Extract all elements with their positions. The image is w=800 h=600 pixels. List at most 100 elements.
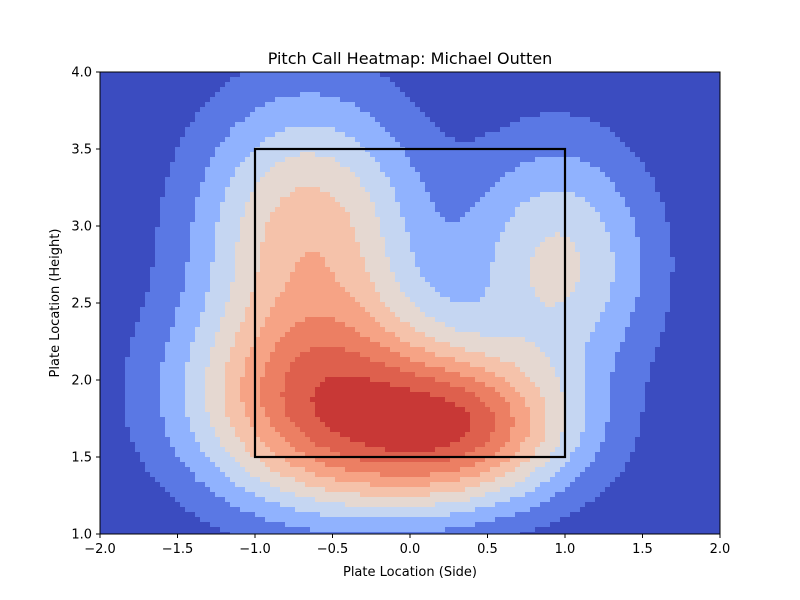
heatmap-cell <box>115 97 121 103</box>
heatmap-cell <box>310 182 316 188</box>
heatmap-cell <box>550 122 556 128</box>
heatmap-cell <box>360 92 366 98</box>
heatmap-cell <box>345 152 351 158</box>
heatmap-cell <box>715 217 720 223</box>
heatmap-cell <box>495 252 501 258</box>
heatmap-cell <box>105 267 111 273</box>
heatmap-cell <box>710 157 716 163</box>
heatmap-cell <box>185 202 191 208</box>
heatmap-cell <box>300 237 306 243</box>
heatmap-cell <box>325 97 331 103</box>
heatmap-cell <box>570 222 576 228</box>
heatmap-cell <box>595 237 601 243</box>
heatmap-cell <box>235 202 241 208</box>
heatmap-cell <box>155 82 161 88</box>
heatmap-cell <box>710 187 716 193</box>
heatmap-cell <box>560 142 566 148</box>
heatmap-cell <box>560 102 566 108</box>
heatmap-cell <box>680 262 686 268</box>
heatmap-cell <box>375 92 381 98</box>
heatmap-cell <box>365 257 371 263</box>
heatmap-cell <box>325 212 331 218</box>
heatmap-cell <box>415 202 421 208</box>
heatmap-cell <box>235 167 241 173</box>
heatmap-cell <box>180 87 186 93</box>
heatmap-cell <box>665 132 671 138</box>
heatmap-cell <box>625 237 631 243</box>
heatmap-cell <box>110 182 116 188</box>
heatmap-cell <box>700 142 706 148</box>
heatmap-cell <box>455 72 461 78</box>
heatmap-cell <box>110 177 116 183</box>
heatmap-cell <box>490 257 496 263</box>
heatmap-cell <box>265 92 271 98</box>
heatmap-cell <box>415 222 421 228</box>
heatmap-cell <box>460 132 466 138</box>
heatmap-cell <box>135 192 141 198</box>
heatmap-cell <box>135 237 141 243</box>
heatmap-cell <box>125 77 131 83</box>
heatmap-cell <box>210 77 216 83</box>
heatmap-cell <box>300 212 306 218</box>
heatmap-cell <box>210 107 216 113</box>
heatmap-cell <box>300 247 306 253</box>
heatmap-cell <box>300 82 306 88</box>
heatmap-cell <box>280 82 286 88</box>
heatmap-cell <box>170 187 176 193</box>
heatmap-cell <box>165 92 171 98</box>
heatmap-cell <box>155 112 161 118</box>
heatmap-cell <box>440 92 446 98</box>
heatmap-cell <box>310 97 316 103</box>
heatmap-cell <box>420 162 426 168</box>
heatmap-cell <box>125 162 131 168</box>
heatmap-cell <box>470 182 476 188</box>
heatmap-cell <box>240 232 246 238</box>
heatmap-cell <box>420 252 426 258</box>
heatmap-cell <box>565 182 571 188</box>
heatmap-cell <box>395 127 401 133</box>
heatmap-cell <box>495 232 501 238</box>
heatmap-cell <box>140 217 146 223</box>
heatmap-cell <box>325 227 331 233</box>
heatmap-cell <box>585 217 591 223</box>
heatmap-cell <box>715 212 720 218</box>
heatmap-cell <box>245 142 251 148</box>
heatmap-cell <box>455 182 461 188</box>
heatmap-cell <box>650 262 656 268</box>
heatmap-cell <box>605 202 611 208</box>
heatmap-cell <box>415 87 421 93</box>
heatmap-cell <box>480 177 486 183</box>
heatmap-cell <box>215 117 221 123</box>
heatmap-cell <box>520 212 526 218</box>
heatmap-cell <box>705 202 711 208</box>
heatmap-cell <box>210 112 216 118</box>
heatmap-cell <box>675 252 681 258</box>
heatmap-cell <box>410 202 416 208</box>
heatmap-cell <box>375 252 381 258</box>
heatmap-cell <box>475 82 481 88</box>
heatmap-cell <box>440 152 446 158</box>
heatmap-cell <box>155 187 161 193</box>
heatmap-cell <box>625 182 631 188</box>
heatmap-cell <box>690 172 696 178</box>
heatmap-cell <box>570 72 576 78</box>
heatmap-cell <box>705 232 711 238</box>
heatmap-cell <box>695 117 701 123</box>
heatmap-cell <box>385 217 391 223</box>
heatmap-cell <box>320 267 326 273</box>
heatmap-cell <box>410 92 416 98</box>
heatmap-cell <box>545 132 551 138</box>
heatmap-cell <box>615 97 621 103</box>
heatmap-cell <box>550 192 556 198</box>
heatmap-cell <box>390 172 396 178</box>
heatmap-cell <box>430 267 436 273</box>
heatmap-cell <box>375 207 381 213</box>
heatmap-cell <box>195 252 201 258</box>
heatmap-cell <box>580 132 586 138</box>
heatmap-cell <box>600 252 606 258</box>
heatmap-cell <box>700 107 706 113</box>
heatmap-cell <box>200 217 206 223</box>
heatmap-cell <box>650 92 656 98</box>
heatmap-cell <box>430 222 436 228</box>
heatmap-cell <box>105 237 111 243</box>
